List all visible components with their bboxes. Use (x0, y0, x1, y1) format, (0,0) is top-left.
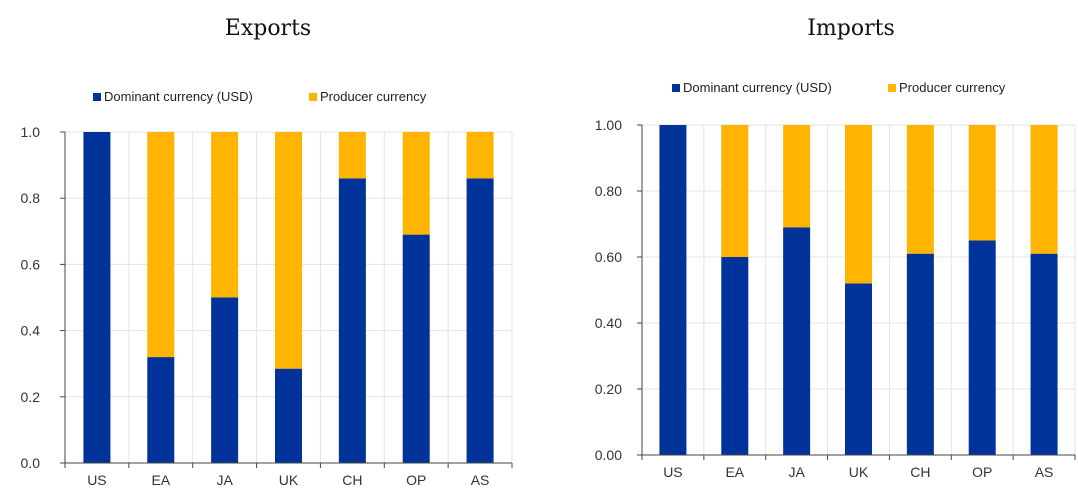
bar-dominant-ea (721, 257, 749, 455)
x-tick-label: US (87, 472, 106, 488)
legend-label: Dominant currency (USD) (683, 80, 832, 95)
bar-dominant-op (402, 234, 430, 463)
bar-dominant-ch (906, 253, 934, 455)
legend-swatch (93, 93, 101, 101)
y-tick-label: 1.00 (595, 117, 622, 133)
bar-dominant-ja (211, 297, 239, 463)
y-tick-label: 0.40 (595, 315, 622, 331)
x-tick-label: UK (279, 472, 299, 488)
y-tick-label: 0.8 (21, 190, 41, 206)
chart-legend: Dominant currency (USD) Producer currency (672, 80, 1006, 95)
bar-dominant-ja (783, 227, 811, 455)
bar-producer-ja (211, 132, 239, 298)
y-tick-label: 0.60 (595, 249, 622, 265)
bar-dominant-op (968, 240, 996, 455)
x-tick-label: OP (972, 464, 992, 480)
chart-panel-imports: Imports Dominant currency (USD) Producer c… (595, 16, 1076, 480)
legend-label: Dominant currency (USD) (104, 89, 253, 104)
bar-dominant-us (83, 132, 111, 463)
bar-dominant-ea (147, 357, 175, 463)
chart-panel-exports: Exports Dominant currency (USD) Producer c… (21, 16, 513, 488)
bar-producer-ea (147, 132, 175, 358)
y-tick-label: 0.00 (595, 447, 622, 463)
y-tick-label: 0.2 (21, 389, 41, 405)
y-tick-label: 1.0 (21, 124, 41, 140)
y-tick-label: 0.80 (595, 183, 622, 199)
y-tick-label: 0.4 (21, 323, 41, 339)
bar-producer-uk (845, 125, 872, 284)
x-tick-label: OP (406, 472, 426, 488)
bar-producer-uk (275, 132, 302, 369)
bar-producer-op (402, 132, 430, 235)
x-tick-label: EA (151, 472, 170, 488)
y-tick-label: 0.6 (21, 256, 41, 272)
x-tick-label: CH (342, 472, 362, 488)
legend-swatch (309, 93, 317, 101)
bar-dominant-us (659, 125, 687, 455)
chart-title: Exports (225, 16, 311, 41)
x-tick-label: AS (471, 472, 490, 488)
bar-producer-as (1030, 125, 1058, 254)
bar-producer-op (968, 125, 996, 241)
chart-title: Imports (807, 16, 895, 41)
bar-dominant-ch (338, 178, 366, 463)
x-tick-label: US (663, 464, 682, 480)
bar-producer-ja (783, 125, 811, 228)
y-tick-label: 0.0 (21, 455, 41, 471)
bar-producer-ch (338, 132, 366, 179)
x-tick-label: JA (788, 464, 805, 480)
x-tick-label: CH (910, 464, 930, 480)
y-tick-label: 0.20 (595, 381, 622, 397)
chart-legend: Dominant currency (USD) Producer currency (93, 89, 427, 104)
bar-producer-ea (721, 125, 749, 257)
bar-producer-as (466, 132, 494, 179)
x-tick-label: AS (1035, 464, 1054, 480)
bar-dominant-as (1030, 253, 1058, 455)
x-tick-label: UK (849, 464, 869, 480)
legend-label: Producer currency (320, 89, 427, 104)
x-tick-label: EA (725, 464, 744, 480)
legend-label: Producer currency (899, 80, 1006, 95)
legend-swatch (888, 84, 896, 92)
bar-dominant-uk (845, 283, 872, 455)
bar-producer-ch (906, 125, 934, 254)
x-tick-label: JA (216, 472, 233, 488)
legend-swatch (672, 84, 680, 92)
bar-dominant-uk (275, 368, 302, 463)
bar-dominant-as (466, 178, 494, 463)
